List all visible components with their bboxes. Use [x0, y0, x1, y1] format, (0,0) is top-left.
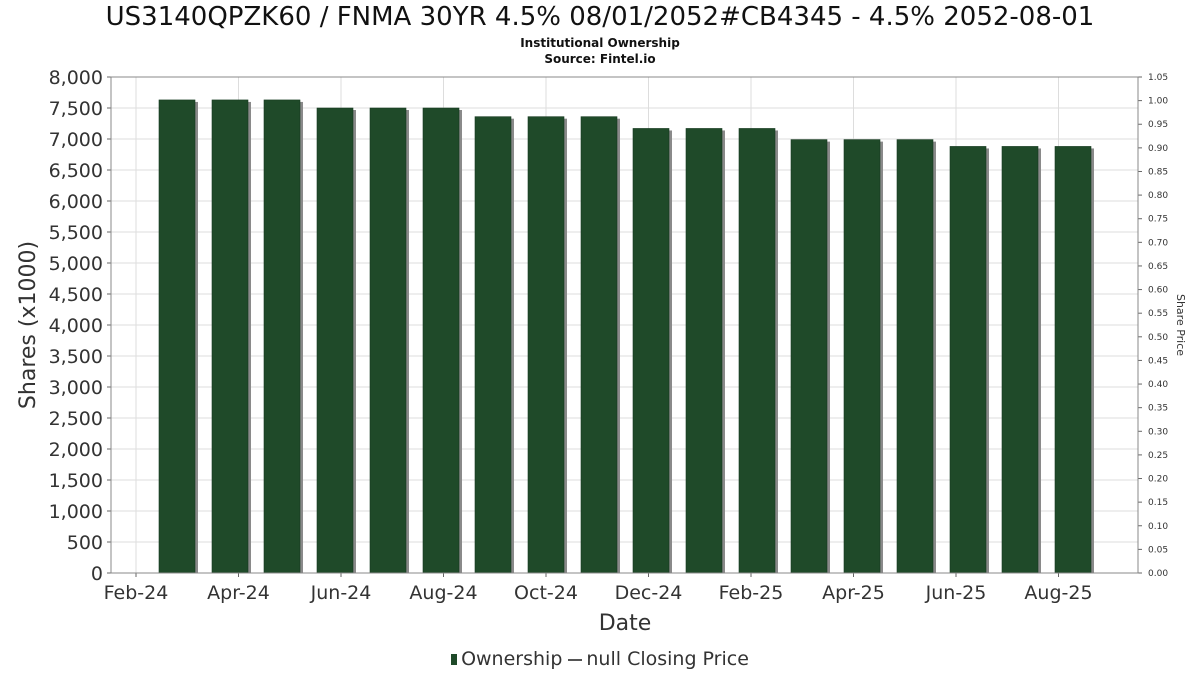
- y-tick-label: 6,000: [49, 191, 103, 213]
- y-tick-label: 0: [91, 563, 103, 585]
- plot-frame: [110, 76, 1139, 574]
- x-axis-label: Date: [599, 611, 652, 636]
- y2-tick-label: 0.90: [1148, 144, 1168, 154]
- bar: [896, 139, 934, 574]
- legend-label-closing-price: null Closing Price: [586, 648, 749, 670]
- x-tick-label: Aug-24: [409, 582, 477, 604]
- y2-tick-label: 1.05: [1148, 73, 1168, 83]
- bar: [263, 99, 301, 574]
- x-tick-label: Dec-24: [615, 582, 683, 604]
- y2-tick-label: 0.65: [1148, 262, 1168, 272]
- legend-line-closing-price: [568, 658, 583, 661]
- x-tick-label: Jun-25: [925, 582, 987, 604]
- bar: [316, 107, 354, 574]
- bar: [1001, 146, 1039, 574]
- y2-tick-label: 0.70: [1148, 238, 1168, 248]
- y2-tick-label: 0.50: [1148, 333, 1168, 343]
- bar: [369, 107, 407, 574]
- legend-label-ownership: Ownership: [461, 648, 563, 670]
- chart-subtitle: Institutional Ownership: [520, 36, 680, 50]
- y2-tick-label: 0.15: [1148, 498, 1168, 508]
- x-tick-label: Feb-24: [104, 582, 169, 604]
- y2-tick-label: 0.10: [1148, 522, 1168, 532]
- y2-tick-label: 0.30: [1148, 427, 1168, 437]
- y2-tick-label: 0.60: [1148, 286, 1168, 296]
- y2-tick-label: 0.05: [1148, 545, 1168, 555]
- y-tick-label: 7,000: [49, 129, 103, 151]
- y-tick-label: 2,000: [49, 439, 103, 461]
- y-tick-label: 500: [67, 532, 103, 554]
- y-tick-label: 1,000: [49, 501, 103, 523]
- y-tick-label: 2,500: [49, 408, 103, 430]
- x-tick-label: Feb-25: [719, 582, 784, 604]
- y2-tick-label: 0.00: [1148, 569, 1168, 579]
- y2-tick-label: 0.75: [1148, 215, 1168, 225]
- y2-axis-label: Share Price: [1174, 294, 1187, 356]
- bar: [738, 128, 776, 574]
- y-tick-label: 6,500: [49, 160, 103, 182]
- y2-tick-label: 0.40: [1148, 380, 1168, 390]
- y-tick-label: 3,500: [49, 346, 103, 368]
- y2-tick-label: 0.25: [1148, 451, 1168, 461]
- legend: Ownership null Closing Price: [0, 648, 1200, 670]
- y-tick-label: 3,000: [49, 377, 103, 399]
- bar: [790, 139, 828, 574]
- bar: [949, 146, 987, 574]
- y-tick-label: 4,000: [49, 315, 103, 337]
- y2-tick-label: 0.20: [1148, 475, 1168, 485]
- y2-tick-label: 1.00: [1148, 97, 1168, 107]
- y2-tick-label: 0.85: [1148, 167, 1168, 177]
- legend-swatch-ownership: [451, 654, 458, 665]
- bar: [843, 139, 881, 574]
- y-tick-label: 5,500: [49, 222, 103, 244]
- x-tick-label: Oct-24: [514, 582, 578, 604]
- y-axis-label: Shares (x1000): [16, 241, 41, 409]
- y-tick-label: 5,000: [49, 253, 103, 275]
- bar: [1054, 146, 1092, 574]
- y-tick-label: 8,000: [49, 67, 103, 89]
- y2-tick-label: 0.55: [1148, 309, 1168, 319]
- y-tick-label: 4,500: [49, 284, 103, 306]
- chart-source: Source: Fintel.io: [544, 52, 656, 66]
- bar: [527, 116, 565, 574]
- y-tick-label: 7,500: [49, 98, 103, 120]
- x-tick-label: Apr-24: [207, 582, 270, 604]
- x-tick-label: Apr-25: [822, 582, 885, 604]
- x-tick-label: Aug-25: [1024, 582, 1092, 604]
- bar: [580, 116, 618, 574]
- y-tick-label: 1,500: [49, 470, 103, 492]
- bar: [158, 99, 196, 574]
- x-tick-label: Jun-24: [310, 582, 372, 604]
- bar: [474, 116, 512, 574]
- bar: [685, 128, 723, 574]
- chart-title: US3140QPZK60 / FNMA 30YR 4.5% 08/01/2052…: [105, 2, 1095, 32]
- y2-tick-label: 0.45: [1148, 356, 1168, 366]
- bar: [211, 99, 249, 574]
- y2-tick-label: 0.95: [1148, 120, 1168, 130]
- y2-tick-label: 0.35: [1148, 404, 1168, 414]
- bar: [632, 128, 670, 574]
- y2-tick-label: 0.80: [1148, 191, 1168, 201]
- bar: [422, 107, 460, 574]
